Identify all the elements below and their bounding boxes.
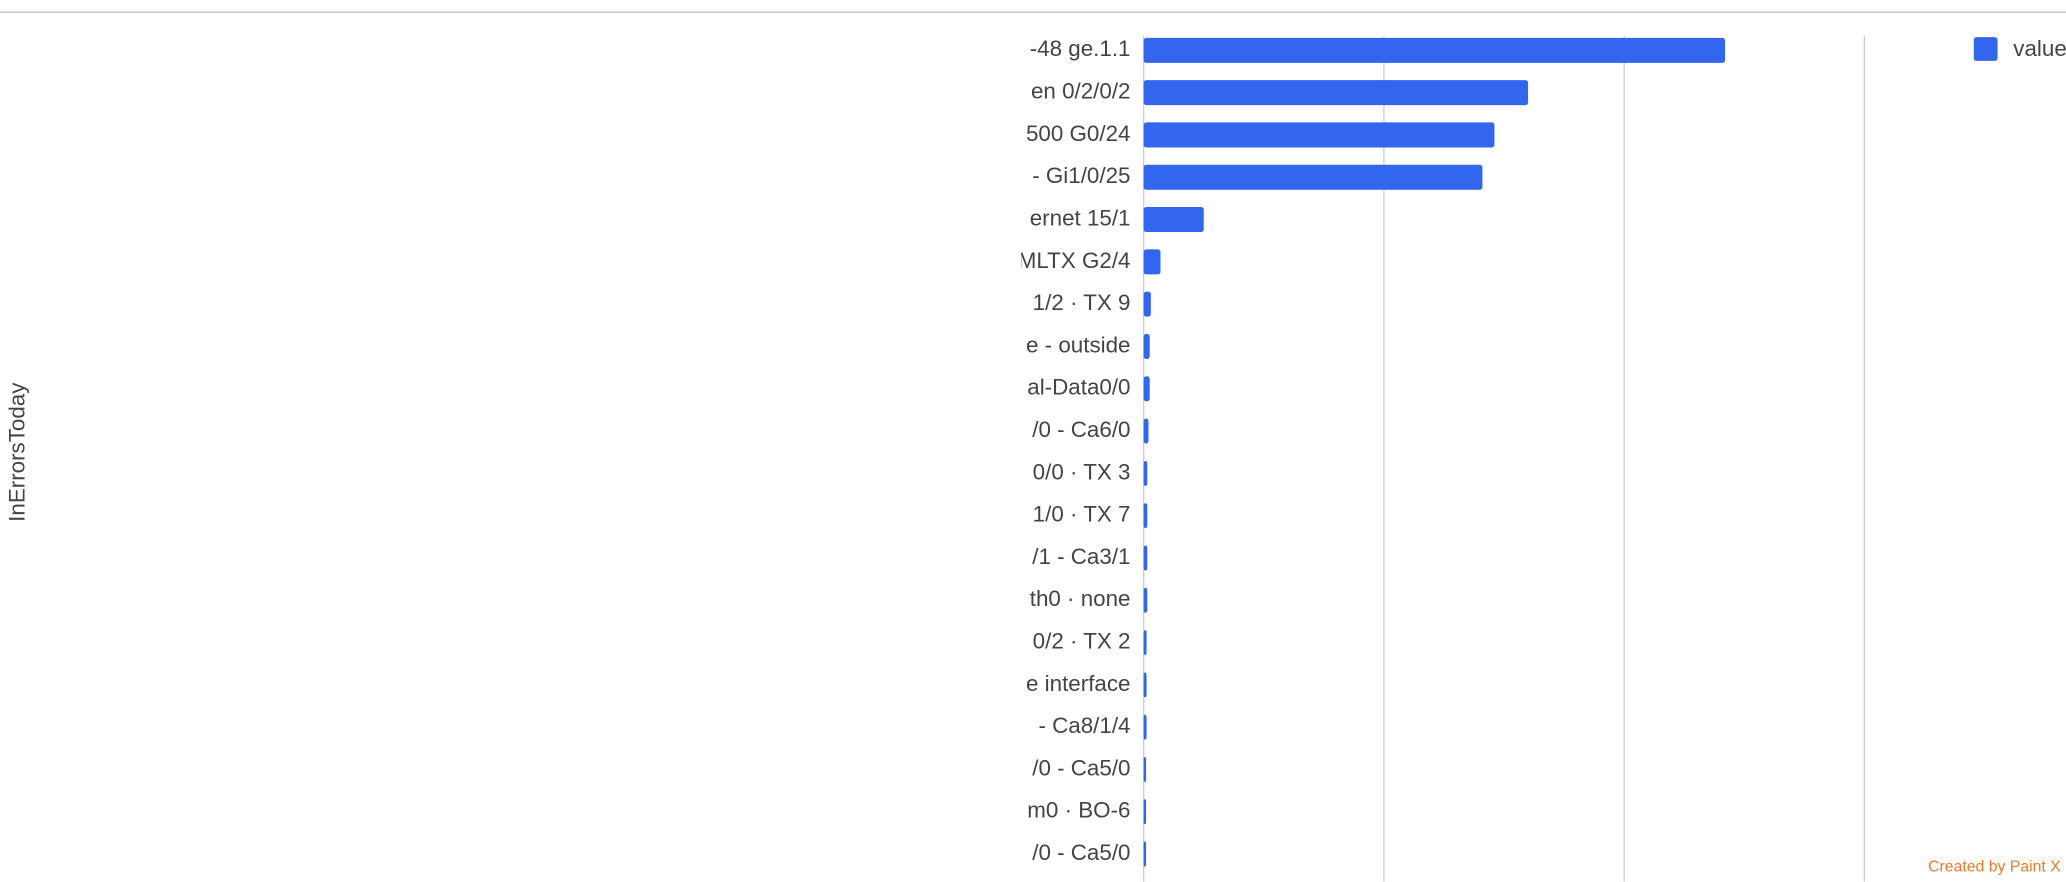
category-label: th0 · none: [1030, 586, 1131, 611]
bar: [1143, 80, 1529, 106]
bar: [1143, 672, 1147, 698]
bar: [1143, 249, 1161, 275]
bar: [1143, 37, 1726, 63]
category-label: ernet 15/1: [1030, 205, 1131, 230]
y-axis-label: InErrorsToday: [4, 382, 29, 522]
category-label: MLTX G2/4: [1018, 248, 1131, 273]
legend-swatch: [1973, 37, 1998, 61]
category-label: /0 - Ca6/0: [1032, 417, 1130, 442]
bar: [1143, 122, 1495, 148]
bar: [1143, 587, 1148, 613]
category-label: /0 - Ca5/0: [1032, 840, 1130, 865]
bar: [1143, 460, 1148, 486]
category-label: e interface: [1026, 671, 1130, 696]
bar: [1143, 291, 1151, 317]
bar: [1143, 756, 1147, 782]
credit: Created by Paint X: [1928, 858, 2061, 875]
category-label: /1 - Ca3/1: [1032, 544, 1130, 569]
bar: [1143, 376, 1150, 402]
category-label: 0/0 · TX 3: [1033, 459, 1131, 484]
bar: [1143, 164, 1483, 190]
category-label: 1/0 · TX 7: [1033, 502, 1131, 527]
category-label: 500 G0/24: [1026, 121, 1131, 146]
bar: [1143, 503, 1148, 529]
category-labels: -48 ge.1.1 en 0/2/0/2 500 G0/24 - Gi1/0/25 e…: [1018, 36, 1131, 865]
category-label: /0 - Ca5/0: [1032, 755, 1130, 780]
legend-label: value: [2013, 36, 2066, 61]
category-label: en 0/2/0/2: [1031, 79, 1131, 104]
category-label: e - outside: [1026, 332, 1130, 357]
bar: [1143, 207, 1204, 233]
category-label: m0 · BO-6: [1027, 798, 1130, 823]
category-label: - Gi1/0/25: [1032, 163, 1130, 188]
bar: [1143, 841, 1147, 867]
bar: [1143, 418, 1149, 444]
category-label: 1/2 · TX 9: [1033, 290, 1131, 315]
bar: [1143, 714, 1147, 740]
category-label: al-Data0/0: [1027, 375, 1130, 400]
category-label: -48 ge.1.1: [1030, 36, 1131, 61]
category-label: - Ca8/1/4: [1038, 713, 1130, 738]
bar: [1143, 799, 1147, 825]
bar: [1143, 545, 1148, 571]
category-label: 0/2 · TX 2: [1033, 628, 1131, 653]
bar: [1143, 333, 1150, 359]
bar: [1143, 630, 1147, 656]
